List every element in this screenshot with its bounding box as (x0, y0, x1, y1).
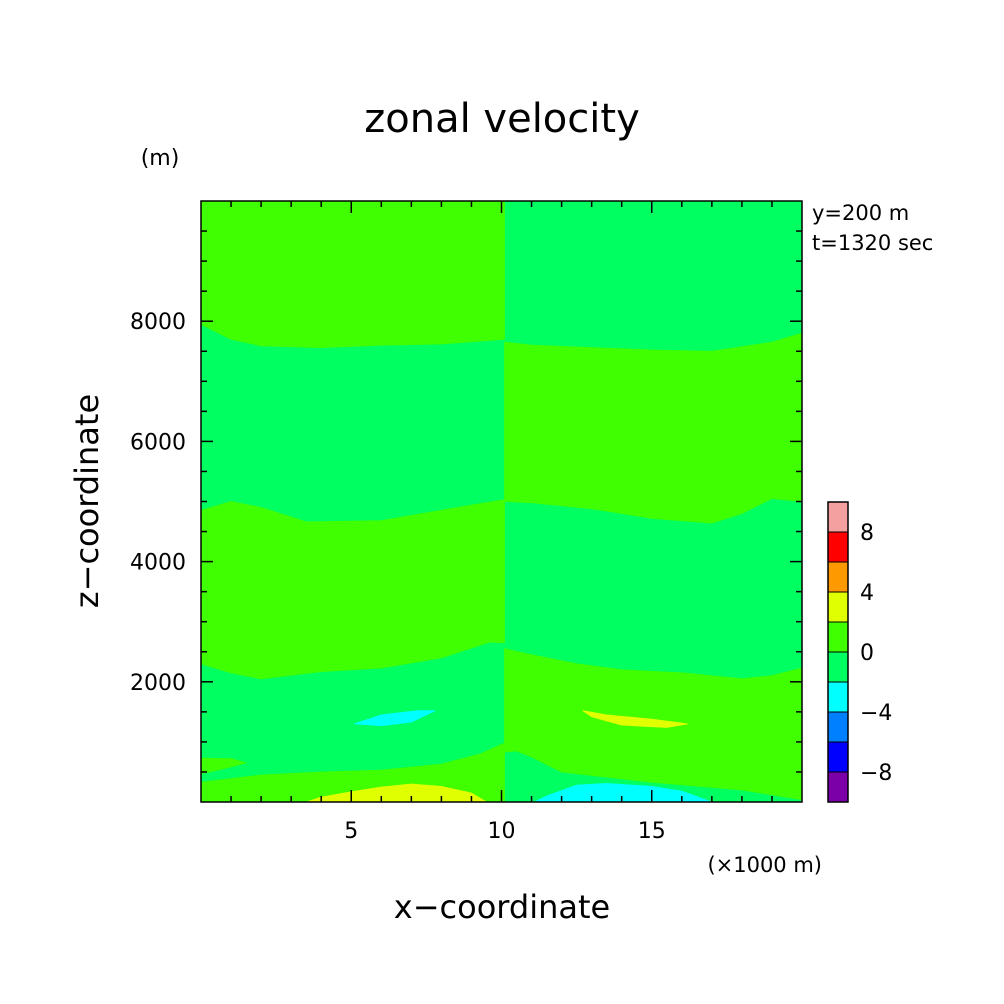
info-t-line: t=1320 sec (812, 231, 933, 255)
field-mid-positive-left (200, 499, 505, 680)
x-tick-label: 15 (638, 819, 666, 844)
y-tick-label: 6000 (130, 430, 186, 455)
colorbar-swatch (827, 561, 849, 593)
colorbar-swatch (827, 501, 849, 533)
x-unit-label: (×1000 m) (707, 853, 822, 877)
colorbar: −8 −4 0 4 8 (827, 501, 892, 803)
info-y-line: y=200 m (812, 201, 909, 225)
colorbar-swatch (827, 681, 849, 713)
field-mid-positive-right (504, 332, 803, 524)
colorbar-frame (827, 501, 849, 803)
colorbar-swatch (827, 591, 849, 623)
field-lens-strong-positive (582, 710, 688, 728)
field-top-positive-left (200, 200, 505, 349)
colorbar-swatch (827, 771, 849, 803)
field-bottom-strong-negative (534, 782, 712, 803)
contour-fill-layer (200, 200, 803, 803)
colorbar-tick-label: 8 (860, 521, 874, 546)
axis-layer: 5 10 15 2000 4000 6000 8000 (130, 201, 802, 844)
colorbar-swatch (827, 711, 849, 743)
colorbar-tick-label: 0 (860, 641, 874, 666)
x-axis-label: x−coordinate (394, 888, 610, 926)
colorbar-tick-label: 4 (860, 581, 874, 606)
x-tick-label: 5 (344, 819, 358, 844)
y-tick-label: 4000 (130, 551, 186, 576)
y-unit-label: (m) (141, 146, 180, 171)
colorbar-swatch (827, 651, 849, 683)
x-tick-label: 10 (488, 819, 516, 844)
y-tick-label: 8000 (130, 310, 186, 335)
field-lens-strong-negative (354, 710, 436, 727)
y-axis-label: z−coordinate (68, 394, 106, 608)
colorbar-swatch (827, 741, 849, 773)
chart-title: zonal velocity (364, 96, 640, 142)
colorbar-tick-label: −4 (860, 701, 892, 726)
colorbar-swatch (827, 531, 849, 563)
colorbar-tick-label: −8 (860, 761, 892, 786)
colorbar-swatch (827, 621, 849, 653)
y-tick-label: 2000 (130, 671, 186, 696)
